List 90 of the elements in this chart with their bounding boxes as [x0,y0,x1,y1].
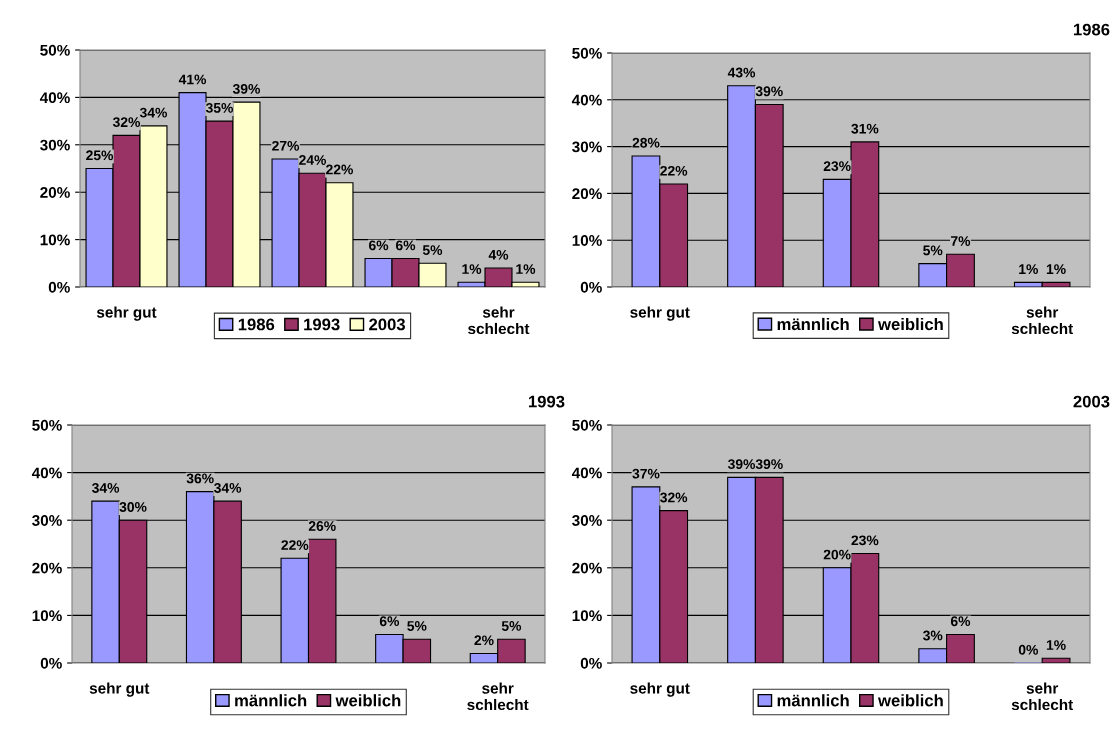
chart-title: 1986 [1073,23,1110,36]
data-label: 3% [923,630,943,641]
data-label: 22% [281,540,309,550]
data-label: 7% [951,236,971,246]
data-label: 6% [369,240,389,251]
chart-title: 2003 [1073,395,1110,408]
x-tick-label: sehr gut [630,682,690,697]
y-tick-label: 40% [31,467,62,479]
legend-label: 1993 [304,318,340,331]
data-label: 1% [1046,640,1066,650]
data-label: 39% [755,459,783,470]
data-label: 24% [299,155,327,165]
data-label: 22% [660,165,688,176]
data-label: 34% [214,483,242,493]
data-label: 1% [516,264,536,274]
data-label: 1% [1019,264,1039,274]
y-tick-label: 30% [32,515,62,526]
data-label: 5% [501,621,522,631]
data-label: 6% [395,240,416,251]
legend-label: männlich [777,694,849,707]
y-tick-label: 50% [32,419,62,431]
data-label: 34% [92,483,120,493]
y-tick-label: 0% [580,657,602,669]
legend-label: männlich [235,694,307,707]
data-label: 5% [422,245,443,255]
y-tick-label: 40% [571,94,602,106]
data-label: 39% [232,84,260,94]
data-label: 41% [178,74,207,85]
x-tick-label: sehr schlecht [1011,306,1074,335]
y-tick-label: 20% [32,562,62,574]
data-label: 2% [474,635,494,646]
y-tick-label: 10% [40,234,70,246]
legend-label: männlich [777,317,849,331]
y-tick-label: 0% [580,281,602,293]
data-label: 26% [308,521,336,531]
y-tick-label: 50% [40,44,70,56]
data-label: 25% [86,150,114,161]
data-label: 34% [139,107,167,118]
x-tick-label: sehr gut [96,306,157,321]
x-tick-label: sehr gut [89,682,150,697]
data-label: 22% [326,164,353,175]
data-label: 31% [851,123,879,134]
data-label: 23% [851,535,879,546]
data-label: 1% [462,264,482,274]
y-tick-label: 30% [40,139,70,151]
data-label: 39% [755,86,783,97]
y-tick-label: 50% [572,419,602,431]
data-label: 1% [1046,264,1066,274]
data-label: 36% [186,473,214,484]
data-label: 35% [205,102,234,113]
data-label: 32% [660,492,688,503]
y-tick-label: 10% [32,610,62,622]
data-label: 5% [407,621,427,631]
legend-label: 2003 [369,318,406,331]
chart-title: 1993 [528,395,565,408]
data-label: 39% [727,459,756,470]
y-tick-label: 40% [39,92,70,104]
y-tick-label: 20% [40,187,70,198]
y-tick-label: 40% [571,467,602,479]
y-tick-label: 50% [572,47,602,59]
y-tick-label: 10% [572,610,602,622]
y-tick-label: 20% [572,188,602,200]
data-label: 5% [923,245,943,256]
y-tick-label: 10% [572,235,602,246]
data-label: 6% [950,616,971,627]
x-tick-label: sehr schlecht [467,682,529,711]
data-label: 30% [119,502,147,512]
data-label: 43% [727,67,756,78]
data-label: 27% [272,140,300,151]
y-tick-label: 20% [572,562,602,574]
legend-label: 1986 [238,318,275,331]
data-label: 20% [823,549,851,560]
x-tick-label: sehr gut [630,306,690,321]
y-tick-label: 0% [40,657,62,669]
y-tick-label: 30% [572,141,602,153]
legend-label: weiblich [335,694,401,707]
legend-label: weiblich [877,694,943,707]
y-tick-label: 30% [572,515,602,526]
data-label: 32% [112,117,141,128]
data-label: 4% [488,249,509,260]
bar [1041,657,1071,663]
data-label: 23% [823,161,851,172]
data-label: 6% [379,616,400,627]
data-label: 37% [632,468,660,479]
x-tick-label: sehr schlecht [1011,682,1074,711]
data-label: 0% [1018,644,1039,655]
y-tick-label: 0% [48,281,70,293]
data-label: 28% [632,137,660,148]
legend-label: weiblich [877,317,943,331]
x-tick-label: sehr schlecht [468,306,530,335]
